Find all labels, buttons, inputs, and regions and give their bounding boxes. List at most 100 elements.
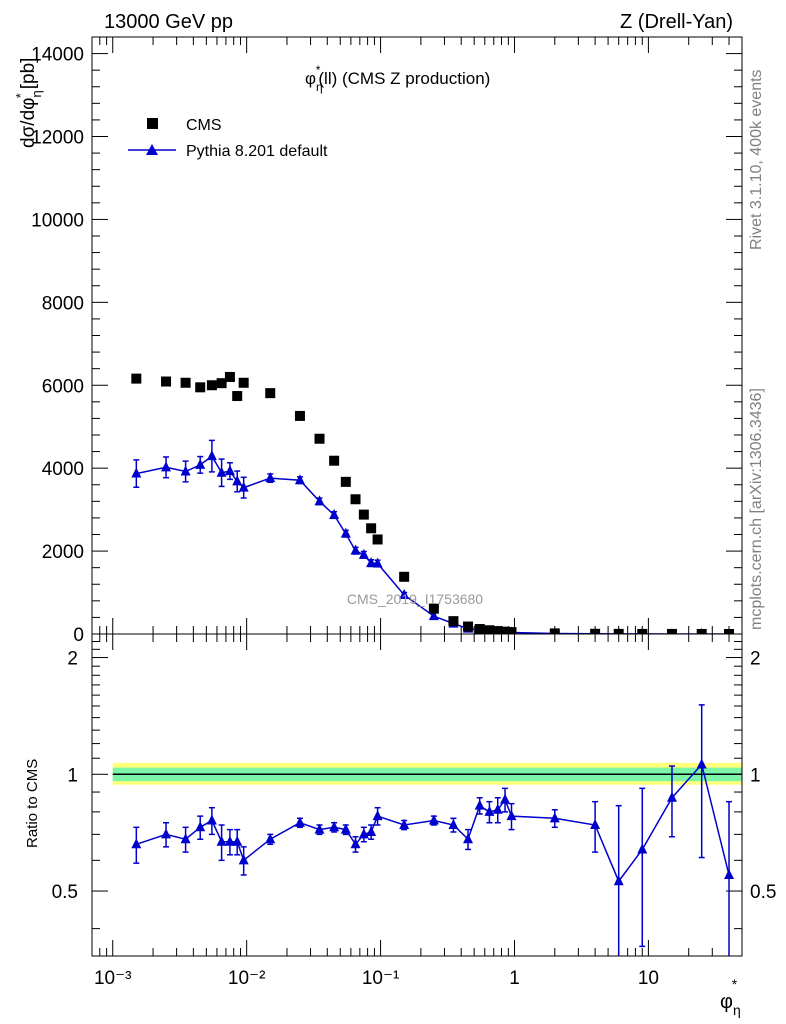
ratio-point — [265, 833, 276, 844]
process-label: Z (Drell-Yan) — [620, 11, 733, 33]
pythia-point — [232, 475, 243, 486]
ratio-point — [463, 833, 474, 844]
legend: CMS Pythia 8.201 default — [128, 117, 328, 160]
ratio-point — [329, 821, 340, 832]
cms-point — [224, 371, 235, 382]
cms-point — [238, 377, 249, 388]
ratio-point — [366, 825, 377, 836]
ratio-point — [238, 854, 249, 865]
main-ylabel-text: dσ/dφη*[pb] — [13, 58, 44, 148]
ratio-point — [428, 814, 439, 825]
y-tick-label: 6000 — [42, 376, 84, 397]
energy-label: 13000 GeV pp — [104, 11, 233, 33]
cms-point — [696, 628, 707, 634]
ratio-point — [161, 828, 172, 839]
pythia-point — [265, 472, 276, 483]
main-plot-area — [92, 37, 742, 634]
pythia-point — [314, 495, 325, 506]
cms-point — [340, 476, 351, 487]
legend-pythia-marker — [146, 144, 158, 155]
cms-point — [161, 376, 172, 387]
pythia-point — [350, 544, 361, 555]
pythia-point — [216, 466, 227, 477]
ratio-point — [131, 838, 142, 849]
cms-point — [265, 388, 276, 399]
y-tick-label: 12000 — [31, 128, 84, 149]
cms-point — [180, 377, 191, 388]
pythia-point — [161, 461, 172, 472]
cms-point — [314, 433, 325, 444]
ratio-point — [224, 835, 235, 846]
cms-point — [206, 380, 217, 391]
y-tick-label: 0.5 — [52, 882, 78, 903]
x-tick-label: 10 — [638, 968, 659, 989]
cms-point — [492, 626, 503, 634]
y-tick-label: 10000 — [31, 210, 84, 231]
x-tick-label: 10⁻² — [228, 968, 266, 989]
cms-point — [399, 571, 410, 582]
ratio-plot-area — [92, 634, 742, 956]
legend-cms-marker — [147, 118, 158, 129]
cms-point — [350, 494, 361, 505]
ratio-point — [506, 810, 517, 821]
y-tick-label-right: 0.5 — [750, 882, 776, 903]
ratio-point — [590, 819, 601, 830]
cms-point — [724, 628, 735, 634]
cms-point — [366, 523, 377, 534]
main-axis-ticks: 0 2000 4000 6000 8000 10000 12000 14000 — [31, 37, 743, 646]
cms-point — [448, 616, 459, 627]
y-tick-label: 1 — [67, 765, 78, 786]
cms-point — [590, 628, 601, 634]
cms-point — [216, 378, 227, 389]
pythia-point — [238, 481, 249, 492]
x-tick-label: 10⁻³ — [94, 968, 132, 989]
cms-point — [329, 455, 340, 466]
cms-point — [358, 509, 369, 520]
y-tick-label-right: 1 — [750, 765, 761, 786]
ratio-point — [448, 819, 459, 830]
cms-point — [428, 603, 439, 614]
pythia-point — [428, 610, 439, 621]
pythia-point — [329, 509, 340, 520]
rivet-label: Rivet 3.1.10, 400k events — [748, 69, 765, 250]
pythia-point — [358, 548, 369, 559]
pythia-point — [180, 465, 191, 476]
ratio-ylabel: Ratio to CMS — [24, 759, 41, 848]
y-tick-label: 2000 — [42, 542, 84, 563]
legend-cms-label: CMS — [186, 117, 222, 134]
ratio-point — [314, 823, 325, 834]
y-tick-label: 0 — [73, 625, 84, 646]
y-tick-label: 4000 — [42, 459, 84, 480]
ratio-point — [372, 810, 383, 821]
cms-point — [613, 628, 624, 634]
ratio-point — [340, 823, 351, 834]
ratio-frame — [91, 633, 743, 957]
ratio-point — [294, 816, 305, 827]
x-axis-label: φη* — [720, 976, 741, 1018]
watermark-label: CMS_2019_I1753680 — [347, 591, 483, 607]
cms-point — [549, 628, 560, 634]
ratio-line — [136, 762, 730, 883]
cms-point — [232, 391, 243, 402]
ratio-point — [637, 843, 648, 854]
ratio-point — [350, 838, 361, 849]
cms-point — [500, 626, 511, 634]
ratio-point — [500, 793, 511, 804]
cms-point — [506, 627, 517, 634]
ratio-panel: 0.5 0.51 12 2 Ratio to CMS 10⁻³ 10⁻² 10⁻¹ 1 10 … — [24, 633, 776, 1018]
cms-point — [484, 625, 495, 634]
cms-point — [372, 534, 383, 545]
ratio-point — [216, 835, 227, 846]
legend-pythia-label: Pythia 8.201 default — [186, 143, 328, 160]
ratio-point — [666, 791, 677, 802]
ratio-point — [474, 799, 485, 810]
cms-point — [474, 624, 485, 634]
y-tick-label-right: 2 — [750, 649, 761, 670]
pythia-point — [340, 527, 351, 538]
y-tick-label: 2 — [67, 649, 78, 670]
pythia-point — [399, 589, 410, 600]
ratio-point — [492, 803, 503, 814]
pythia-point — [294, 474, 305, 485]
ratio-point — [180, 833, 191, 844]
pythia-point — [131, 467, 142, 478]
